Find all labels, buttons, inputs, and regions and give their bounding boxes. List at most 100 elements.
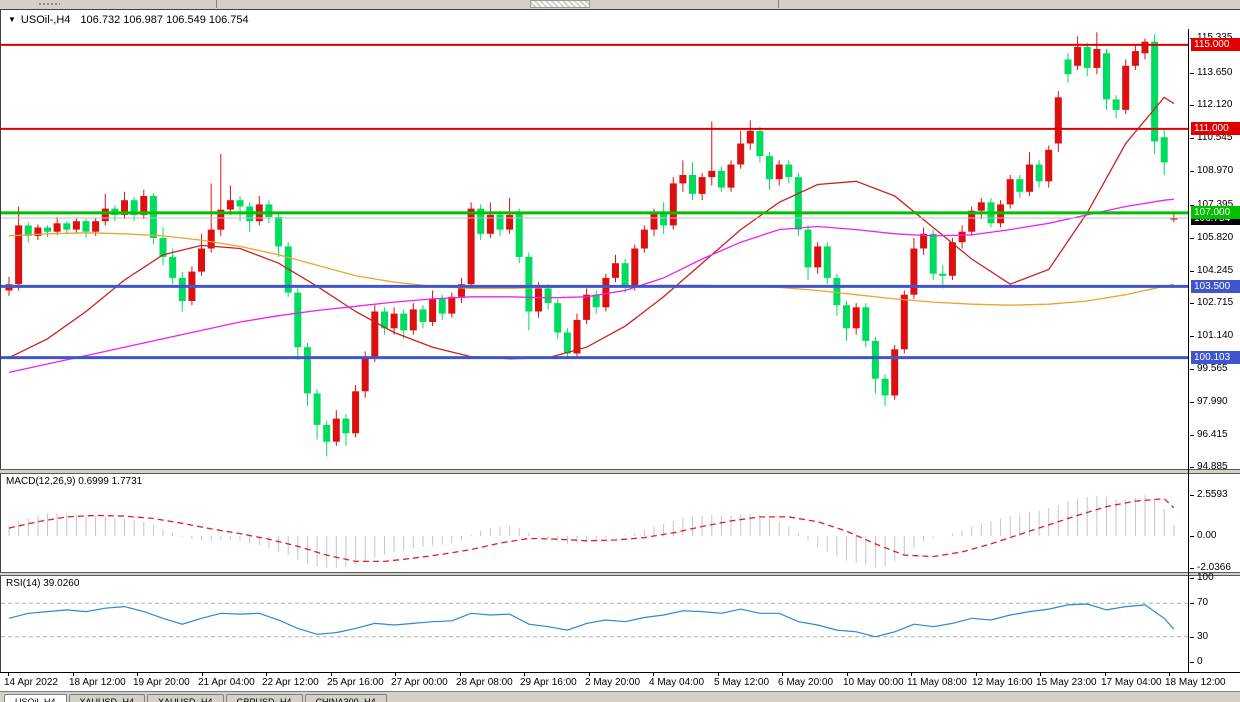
candle-body bbox=[640, 229, 648, 249]
candle-body bbox=[746, 130, 754, 144]
time-label: 11 May 08:00 bbox=[907, 677, 967, 688]
candle-body bbox=[477, 208, 485, 234]
candle-body bbox=[515, 212, 523, 257]
time-label: 25 Apr 16:00 bbox=[327, 677, 384, 688]
candle-body bbox=[1035, 164, 1043, 182]
time-axis[interactable]: 14 Apr 2022 18 Apr 12:00 19 Apr 20:00 21 Ap… bbox=[0, 672, 1240, 691]
candle-body bbox=[563, 332, 571, 354]
candle-body bbox=[554, 303, 562, 333]
candle-body bbox=[1151, 41, 1159, 142]
candle-body bbox=[602, 277, 610, 308]
candle-body bbox=[458, 284, 465, 297]
chart-tab[interactable]: USOil-,H4 bbox=[4, 694, 67, 702]
candle-body bbox=[275, 217, 283, 247]
candle-body bbox=[968, 210, 976, 232]
price-scale-divider bbox=[1188, 29, 1189, 672]
toolbar-grid-icon bbox=[38, 2, 60, 7]
candle-body bbox=[977, 202, 985, 211]
candle-body bbox=[1093, 49, 1101, 68]
time-label: 19 Apr 20:00 bbox=[133, 677, 190, 688]
candle-body bbox=[72, 221, 80, 230]
candle-body bbox=[1170, 218, 1178, 220]
candle-body bbox=[843, 305, 850, 329]
chart-tab[interactable]: GBPUSD-,H4 bbox=[225, 694, 303, 702]
pane-splitter[interactable] bbox=[0, 469, 1240, 474]
candles bbox=[5, 32, 1178, 457]
candle-body bbox=[1122, 65, 1130, 110]
candle-body bbox=[1103, 53, 1110, 100]
time-label: 12 May 16:00 bbox=[972, 677, 1033, 688]
axis-tick bbox=[1190, 138, 1194, 139]
candle-body bbox=[900, 294, 908, 350]
candle-body bbox=[159, 238, 167, 257]
time-label: 5 May 12:00 bbox=[714, 677, 770, 688]
axis-tick bbox=[1190, 73, 1194, 74]
toolbar-fragment bbox=[217, 0, 779, 8]
candle-body bbox=[332, 418, 340, 442]
candle-body bbox=[1160, 137, 1168, 163]
candle-body bbox=[708, 170, 716, 178]
axis-label: 101.140 bbox=[1197, 330, 1234, 341]
candle-body bbox=[1131, 51, 1139, 66]
candle-body bbox=[583, 294, 591, 320]
axis-tick bbox=[1190, 402, 1194, 403]
macd-indicator-pane[interactable]: MACD(12,26,9) 0.6999 1.7731 2.5593 0.00 -2… bbox=[0, 474, 1240, 573]
axis-label: 107.395 bbox=[1197, 199, 1234, 210]
candle-body bbox=[958, 231, 966, 243]
candle-body bbox=[323, 424, 331, 442]
rsi-label: RSI(14) 39.0260 bbox=[6, 578, 80, 589]
candle-body bbox=[1045, 149, 1053, 182]
candle-body bbox=[775, 164, 783, 180]
toolbar-scrollbar-fragment[interactable] bbox=[530, 0, 590, 8]
time-label: 21 Apr 04:00 bbox=[198, 677, 255, 688]
time-label: 10 May 00:00 bbox=[843, 677, 904, 688]
candle-body bbox=[486, 214, 494, 234]
axis-label: -2.0366 bbox=[1197, 562, 1231, 573]
axis-label: 102.715 bbox=[1197, 297, 1234, 308]
chart-tab[interactable]: XAUUSD-,H4 bbox=[147, 694, 224, 702]
time-tick bbox=[524, 673, 525, 676]
chart-ohlc-values: 106.732 106.987 106.549 106.754 bbox=[80, 14, 249, 26]
ma-magenta bbox=[8, 198, 1174, 374]
rsi-chart[interactable] bbox=[1, 576, 1189, 672]
candle-body bbox=[130, 200, 138, 215]
candle-body bbox=[149, 196, 157, 238]
axis-tick bbox=[1190, 171, 1194, 172]
axis-label: 100 bbox=[1197, 572, 1214, 583]
candle-body bbox=[910, 248, 918, 295]
candle-body bbox=[178, 277, 186, 301]
candle-body bbox=[1074, 46, 1082, 66]
time-label: 6 May 20:00 bbox=[778, 677, 834, 688]
candle-body bbox=[352, 391, 360, 434]
rsi-indicator-pane[interactable]: RSI(14) 39.0260 100 70 30 0 bbox=[0, 572, 1240, 672]
time-tick bbox=[1169, 673, 1170, 676]
candle-body bbox=[612, 263, 619, 278]
candle-body bbox=[737, 143, 745, 165]
candle-body bbox=[207, 229, 215, 249]
chart-tab[interactable]: CHINA300-,H4 bbox=[304, 694, 387, 702]
candlestick-chart[interactable] bbox=[1, 29, 1189, 469]
symbol-dropdown-icon[interactable]: ▼ bbox=[8, 15, 16, 24]
time-tick bbox=[1040, 673, 1041, 676]
price-badge: 100.103 bbox=[1191, 351, 1240, 364]
time-tick bbox=[266, 673, 267, 676]
candle-body bbox=[265, 204, 273, 217]
macd-chart[interactable] bbox=[1, 474, 1189, 572]
axis-tick bbox=[1190, 105, 1194, 106]
candle-body bbox=[862, 307, 870, 341]
price-badge: 115.000 bbox=[1191, 38, 1240, 51]
axis-label: 99.565 bbox=[1197, 363, 1228, 374]
candle-body bbox=[506, 214, 514, 230]
time-tick bbox=[8, 673, 9, 676]
candle-body bbox=[467, 208, 475, 285]
candle-body bbox=[804, 229, 812, 268]
pane-splitter[interactable] bbox=[0, 572, 1240, 576]
candle-body bbox=[342, 418, 350, 434]
time-tick bbox=[460, 673, 461, 676]
candle-body bbox=[44, 227, 51, 232]
axis-tick bbox=[1190, 495, 1194, 496]
chart-tab[interactable]: XAUUSD-,H4 bbox=[68, 694, 146, 702]
price-chart-pane[interactable]: 115.335 113.650 112.120 110.545 108.970 107.3… bbox=[0, 29, 1240, 472]
candle-body bbox=[871, 340, 879, 379]
axis-label: 113.650 bbox=[1197, 67, 1233, 78]
